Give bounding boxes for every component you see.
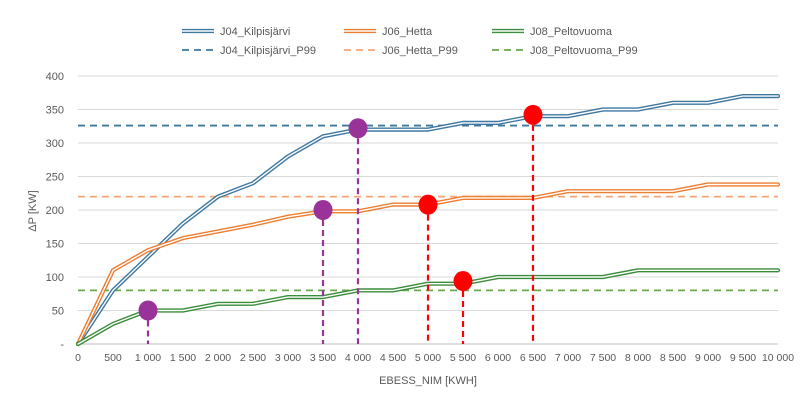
x-tick-label: 3 000 (275, 352, 301, 364)
y-tick-label: 150 (46, 239, 64, 251)
y-tick-label: 100 (46, 272, 64, 284)
x-tick-label: 6 500 (520, 352, 546, 364)
legend-item: J04_Kilpisjärvi_P99 (182, 45, 316, 57)
legend-label: J04_Kilpisjärvi (220, 26, 290, 38)
x-tick-label: 8 000 (625, 352, 651, 364)
x-tick-label: 3 500 (310, 352, 336, 364)
marker-point (453, 271, 473, 292)
legend-item: J08_Peltovuoma_P99 (492, 45, 638, 57)
y-axis-label: ΔP [KW] (27, 190, 39, 231)
marker-point (348, 118, 368, 139)
y-tick-label: - (60, 339, 64, 351)
x-tick-label: 500 (104, 352, 122, 364)
marker-point (138, 300, 158, 321)
y-tick-label: 350 (46, 105, 64, 117)
series-line-inner (77, 95, 779, 345)
x-tick-label: 0 (75, 352, 81, 364)
y-tick-label: 50 (52, 306, 64, 318)
legend-label: J06_Hetta (382, 26, 433, 38)
y-tick-label: 200 (46, 205, 64, 217)
x-axis-label: EBESS_NIM [KWH] (379, 375, 477, 387)
y-tick-label: 250 (46, 172, 64, 184)
marker-layer (138, 104, 543, 344)
x-tick-label: 1 500 (170, 352, 196, 364)
legend-label: J04_Kilpisjärvi_P99 (220, 45, 316, 57)
marker-point (523, 104, 543, 125)
x-tick-label: 2 500 (240, 352, 266, 364)
x-tick-label: 4 500 (380, 352, 406, 364)
x-tick-label: 7 500 (590, 352, 616, 364)
x-tick-label: 2 000 (205, 352, 231, 364)
x-tick-label: 9 000 (695, 352, 721, 364)
legend-item: J04_Kilpisjärvi (182, 26, 290, 38)
legend-item: J06_Hetta_P99 (344, 45, 458, 57)
series-line (75, 268, 781, 347)
x-tick-label: 1 000 (135, 352, 161, 364)
x-tick-label: 5 000 (415, 352, 441, 364)
x-tick-label: 4 000 (345, 352, 371, 364)
series-line-inner (77, 269, 779, 345)
legend-item: J08_Peltovuoma (492, 26, 613, 38)
legend-label: J08_Peltovuoma_P99 (530, 45, 638, 57)
series-line (75, 94, 781, 347)
legend-item: J06_Hetta (344, 26, 433, 38)
x-tick-label: 8 500 (660, 352, 686, 364)
marker-point (313, 200, 333, 220)
x-tick-label: 10 000 (762, 352, 794, 364)
legend: J04_Kilpisjärvi J06_Hetta J08_Peltovuoma J0… (182, 26, 638, 57)
y-tick-label: 300 (46, 138, 64, 150)
legend-label: J06_Hetta_P99 (382, 45, 458, 57)
x-tick-label: 5 500 (450, 352, 476, 364)
y-tick-label: 400 (46, 71, 64, 83)
marker-point (418, 194, 438, 215)
legend-label: J08_Peltovuoma (530, 26, 613, 38)
axis-layer: - 50 100 150 200 250 300 350 400 0 500 1 000 1 500 2 … (46, 71, 795, 364)
x-tick-label: 6 000 (485, 352, 511, 364)
x-tick-label: 7 000 (555, 352, 581, 364)
x-tick-label: 9 500 (730, 352, 756, 364)
